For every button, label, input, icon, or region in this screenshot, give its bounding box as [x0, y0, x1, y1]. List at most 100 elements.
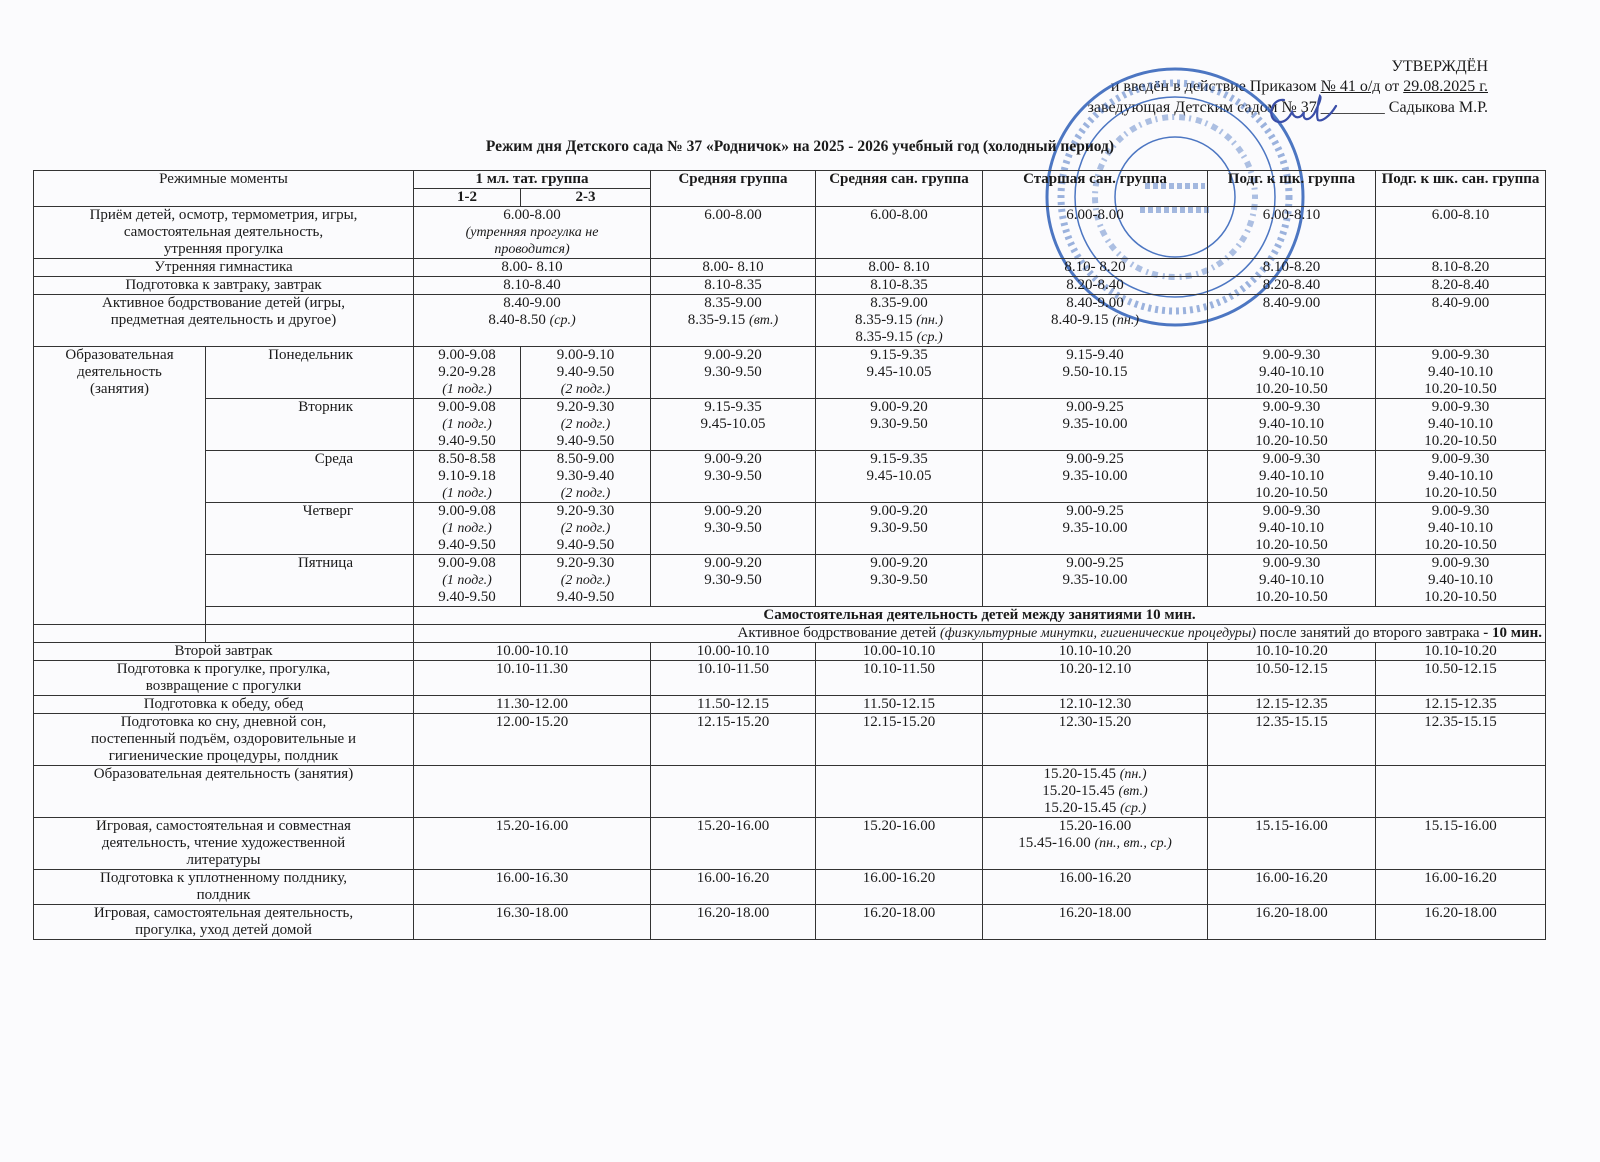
- edu-label: Образовательная деятельность (занятия): [33, 346, 206, 625]
- young-group-time: 16.30-18.00: [413, 904, 651, 940]
- cell-line: (2 подг.): [524, 416, 647, 433]
- approval-head-line: заведующая Детским садом № 37 ________ С…: [1088, 98, 1488, 118]
- time-text: 12.10-12.30: [1058, 696, 1132, 712]
- group-time: 9.00-9.25 9.35-10.00: [982, 398, 1208, 451]
- group-time: 8.10-8.20: [1207, 258, 1376, 277]
- cell-line: 9.15-9.35: [819, 451, 979, 468]
- cell-line: 9.45-10.05: [819, 468, 979, 485]
- cell-line: Подготовка к уплотненному полднику,: [100, 870, 347, 886]
- time-text: 8.10-8.35: [704, 277, 762, 293]
- cell-line: 9.40-10.10: [1211, 364, 1372, 381]
- group-time: 15.15-16.00: [1207, 817, 1376, 870]
- order-mid: от: [1380, 78, 1404, 95]
- cell-line: 9.00-9.25: [986, 451, 1204, 468]
- cell-line: Подготовка к завтраку, завтрак: [125, 277, 322, 293]
- cell-line: 8.35-9.15 (ср.): [819, 329, 979, 346]
- cell-line: 9.00-9.20: [654, 503, 812, 520]
- time-text: 10.10-10.20: [1058, 643, 1132, 659]
- group-time: 9.15-9.35 9.45-10.05: [815, 346, 983, 399]
- group-time: 8.40-9.00: [1207, 294, 1376, 347]
- group-time: 10.50-12.15: [1207, 660, 1376, 696]
- group-time: 10.10-11.50: [815, 660, 983, 696]
- time-text: 10.20-10.50: [1255, 381, 1328, 397]
- time-text: 8.35-9.15: [855, 329, 917, 345]
- head-position: заведующая Детским садом № 37: [1087, 99, 1321, 116]
- time-text: 9.00-9.08: [438, 555, 496, 571]
- time-text: 9.00-9.20: [704, 451, 762, 467]
- age-1-2-time: 9.00-9.08 (1 подг.) 9.40-9.50: [413, 398, 521, 451]
- time-text: 9.40-10.10: [1428, 572, 1493, 588]
- cell-line: 12.35-15.15: [1379, 714, 1542, 731]
- cell-line: 16.00-16.20: [1211, 870, 1372, 887]
- group-time: 16.20-18.00: [815, 904, 983, 940]
- time-text: 15.45-16.00: [1018, 835, 1095, 851]
- time-text: 10.20-12.10: [1058, 661, 1132, 677]
- group-time: 9.00-9.20 9.30-9.50: [815, 502, 983, 555]
- group-time: [815, 765, 983, 818]
- time-text: 12.00-15.20: [495, 714, 569, 730]
- time-text: 10.20-10.50: [1255, 485, 1328, 501]
- group-time: 16.00-16.20: [982, 869, 1208, 905]
- edu-day-row: Среда 8.50-8.58 9.10-9.18 (1 подг.) 8.50-9.0…: [34, 450, 1546, 503]
- cell-line: деятельность, чтение художественной: [101, 835, 346, 851]
- group-time: 9.00-9.25 9.35-10.00: [982, 502, 1208, 555]
- cell-line: 16.20-18.00: [986, 905, 1204, 922]
- moment-label: Приём детей, осмотр, термометрия, игры, с…: [33, 206, 414, 259]
- cell-line: 16.00-16.20: [1379, 870, 1542, 887]
- cell-line: (2 подг.): [524, 520, 647, 537]
- schedule-row: Подготовка ко сну, дневной сон, постепенн…: [33, 713, 1546, 766]
- young-group-time: 10.10-11.30: [413, 660, 651, 696]
- cell-line: 9.40-9.50: [524, 589, 647, 606]
- group-time: 6.00-8.00: [982, 206, 1208, 259]
- cell-line: 9.40-10.10: [1211, 468, 1372, 485]
- group-time: 12.10-12.30: [982, 695, 1208, 714]
- group-time: [650, 765, 816, 818]
- young-group-time: 15.20-16.00: [413, 817, 651, 870]
- cell-line: 10.20-12.10: [986, 661, 1204, 678]
- cell-line: 9.40-10.10: [1379, 520, 1542, 537]
- group-time: 9.00-9.30 9.40-10.10 10.20-10.50: [1207, 502, 1376, 555]
- cell-line: (2 подг.): [524, 485, 647, 502]
- cell-line: 10.20-10.50: [1211, 433, 1372, 450]
- group-time: 8.10-8.20: [1375, 258, 1546, 277]
- time-text: 9.00-9.30: [1262, 555, 1321, 571]
- time-text: 6.00-8.00: [704, 207, 762, 223]
- note-text: (1 подг.): [442, 486, 492, 501]
- time-text: 12.30-15.20: [1058, 714, 1132, 730]
- cell-line: 9.40-9.50: [524, 364, 647, 381]
- time-text: 9.35-10.00: [1062, 468, 1128, 484]
- age-2-3-time: 9.20-9.30 (2 подг.) 9.40-9.50: [520, 398, 651, 451]
- time-text: 9.00-9.20: [704, 555, 762, 571]
- cell-line: 9.00-9.20: [819, 555, 979, 572]
- time-text: 8.50-8.58: [438, 451, 496, 467]
- cell-line: 6.00-8.00: [986, 207, 1204, 224]
- time-text: 10.10-10.20: [1424, 643, 1497, 659]
- schedule-table: Режимные моменты 1 мл. тат. группа Средняя…: [33, 170, 1546, 940]
- cell-line: 10.10-11.50: [654, 661, 812, 678]
- time-text: 10.50-12.15: [1255, 661, 1328, 677]
- group-time: 16.00-16.20: [1375, 869, 1546, 905]
- group-time: 16.00-16.20: [1207, 869, 1376, 905]
- group-time: 12.35-15.15: [1207, 713, 1376, 766]
- cell-line: Подготовка ко сну, дневной сон,: [120, 714, 327, 730]
- cell-line: Утренняя гимнастика: [154, 259, 293, 275]
- group-time: 9.00-9.25 9.35-10.00: [982, 554, 1208, 607]
- note-text: (1 подг.): [442, 382, 492, 397]
- group-time: 16.00-16.20: [815, 869, 983, 905]
- young-group-time: 8.00- 8.10: [413, 258, 651, 277]
- time-text: 9.40-10.10: [1428, 364, 1493, 380]
- group-time: 16.20-18.00: [650, 904, 816, 940]
- group-time: 9.00-9.20 9.30-9.50: [650, 450, 816, 503]
- moment-label: Подготовка к уплотненному полднику, полдн…: [33, 869, 414, 905]
- cell-line: 10.20-10.50: [1211, 537, 1372, 554]
- cell-line: утренняя прогулка: [163, 241, 284, 257]
- note-text: (вт.): [749, 313, 779, 328]
- group-time: 12.15-15.20: [650, 713, 816, 766]
- group-time: 9.00-9.20 9.30-9.50: [815, 398, 983, 451]
- young-group-time: 11.30-12.00: [413, 695, 651, 714]
- cell-line: 10.10-10.20: [1211, 643, 1372, 660]
- time-text: 8.40-9.00: [1431, 295, 1490, 311]
- note-a: Активное бодрствование детей: [737, 625, 941, 641]
- time-text: 15.20-16.00: [495, 818, 569, 834]
- group-time: 8.40-9.00: [1375, 294, 1546, 347]
